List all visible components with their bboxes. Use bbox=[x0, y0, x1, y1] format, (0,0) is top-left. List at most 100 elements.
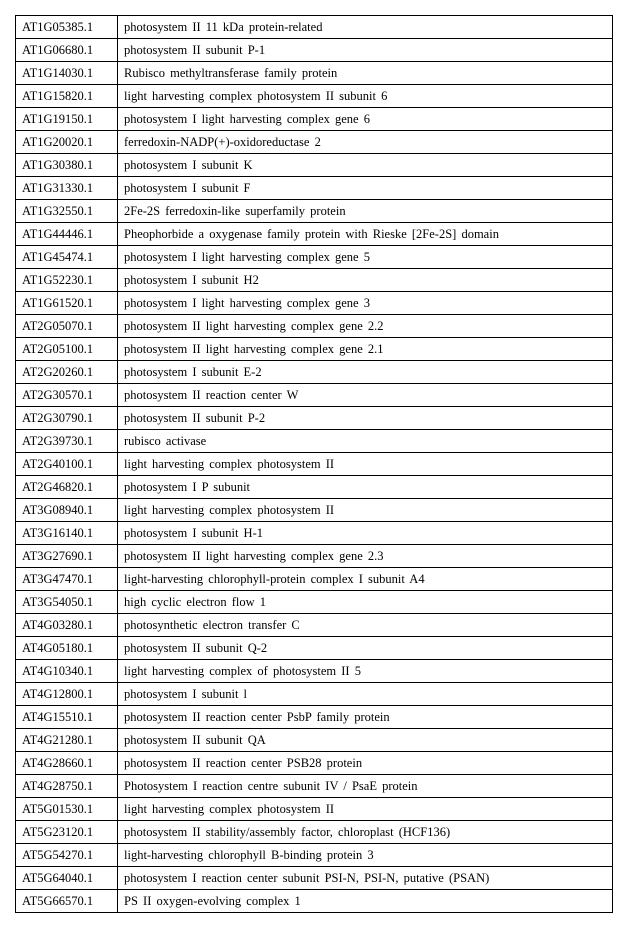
gene-desc-cell: photosystem I reaction center subunit PS… bbox=[118, 867, 613, 890]
gene-id-cell: AT1G44446.1 bbox=[16, 223, 118, 246]
gene-id-cell: AT1G30380.1 bbox=[16, 154, 118, 177]
gene-desc-cell: light-harvesting chlorophyll B-binding p… bbox=[118, 844, 613, 867]
table-row: AT5G66570.1PS II oxygen-evolving complex… bbox=[16, 890, 613, 913]
table-row: AT5G54270.1light-harvesting chlorophyll … bbox=[16, 844, 613, 867]
table-row: AT1G44446.1Pheophorbide a oxygenase fami… bbox=[16, 223, 613, 246]
gene-desc-cell: light harvesting complex of photosystem … bbox=[118, 660, 613, 683]
gene-desc-cell: photosystem I subunit K bbox=[118, 154, 613, 177]
table-row: AT2G39730.1rubisco activase bbox=[16, 430, 613, 453]
gene-id-cell: AT4G15510.1 bbox=[16, 706, 118, 729]
gene-desc-cell: light harvesting complex photosystem II … bbox=[118, 85, 613, 108]
gene-id-cell: AT1G32550.1 bbox=[16, 200, 118, 223]
gene-desc-cell: photosystem II 11 kDa protein-related bbox=[118, 16, 613, 39]
gene-id-cell: AT4G28660.1 bbox=[16, 752, 118, 775]
table-row: AT1G30380.1photosystem I subunit K bbox=[16, 154, 613, 177]
table-row: AT1G31330.1photosystem I subunit F bbox=[16, 177, 613, 200]
gene-table: AT1G05385.1photosystem II 11 kDa protein… bbox=[15, 15, 613, 913]
gene-id-cell: AT2G05100.1 bbox=[16, 338, 118, 361]
table-row: AT1G61520.1photosystem I light harvestin… bbox=[16, 292, 613, 315]
gene-desc-cell: photosynthetic electron transfer C bbox=[118, 614, 613, 637]
gene-id-cell: AT2G39730.1 bbox=[16, 430, 118, 453]
gene-id-cell: AT1G52230.1 bbox=[16, 269, 118, 292]
table-row: AT4G15510.1photosystem II reaction cente… bbox=[16, 706, 613, 729]
gene-desc-cell: photosystem I subunit H-1 bbox=[118, 522, 613, 545]
table-row: AT3G16140.1photosystem I subunit H-1 bbox=[16, 522, 613, 545]
table-row: AT1G32550.12Fe-2S ferredoxin-like superf… bbox=[16, 200, 613, 223]
gene-desc-cell: Pheophorbide a oxygenase family protein … bbox=[118, 223, 613, 246]
table-row: AT4G28660.1photosystem II reaction cente… bbox=[16, 752, 613, 775]
gene-id-cell: AT3G27690.1 bbox=[16, 545, 118, 568]
gene-id-cell: AT2G30790.1 bbox=[16, 407, 118, 430]
table-row: AT2G20260.1photosystem I subunit E-2 bbox=[16, 361, 613, 384]
gene-desc-cell: photosystem I subunit E-2 bbox=[118, 361, 613, 384]
gene-id-cell: AT1G06680.1 bbox=[16, 39, 118, 62]
gene-desc-cell: photosystem II subunit Q-2 bbox=[118, 637, 613, 660]
gene-desc-cell: ferredoxin-NADP(+)-oxidoreductase 2 bbox=[118, 131, 613, 154]
gene-id-cell: AT4G05180.1 bbox=[16, 637, 118, 660]
gene-id-cell: AT1G05385.1 bbox=[16, 16, 118, 39]
gene-desc-cell: photosystem I light harvesting complex g… bbox=[118, 108, 613, 131]
table-row: AT3G27690.1photosystem II light harvesti… bbox=[16, 545, 613, 568]
gene-id-cell: AT3G54050.1 bbox=[16, 591, 118, 614]
table-row: AT2G30790.1photosystem II subunit P-2 bbox=[16, 407, 613, 430]
gene-desc-cell: photosystem I P subunit bbox=[118, 476, 613, 499]
gene-desc-cell: light harvesting complex photosystem II bbox=[118, 499, 613, 522]
gene-desc-cell: photosystem I subunit H2 bbox=[118, 269, 613, 292]
table-row: AT3G47470.1light-harvesting chlorophyll-… bbox=[16, 568, 613, 591]
gene-desc-cell: PS II oxygen-evolving complex 1 bbox=[118, 890, 613, 913]
table-row: AT3G08940.1light harvesting complex phot… bbox=[16, 499, 613, 522]
gene-desc-cell: photosystem I light harvesting complex g… bbox=[118, 246, 613, 269]
gene-desc-cell: photosystem I subunit l bbox=[118, 683, 613, 706]
gene-id-cell: AT1G45474.1 bbox=[16, 246, 118, 269]
gene-id-cell: AT3G16140.1 bbox=[16, 522, 118, 545]
gene-desc-cell: light harvesting complex photosystem II bbox=[118, 453, 613, 476]
gene-id-cell: AT2G40100.1 bbox=[16, 453, 118, 476]
gene-id-cell: AT4G10340.1 bbox=[16, 660, 118, 683]
gene-id-cell: AT1G14030.1 bbox=[16, 62, 118, 85]
gene-id-cell: AT5G54270.1 bbox=[16, 844, 118, 867]
table-row: AT1G14030.1Rubisco methyltransferase fam… bbox=[16, 62, 613, 85]
table-row: AT4G12800.1photosystem I subunit l bbox=[16, 683, 613, 706]
table-row: AT1G20020.1ferredoxin-NADP(+)-oxidoreduc… bbox=[16, 131, 613, 154]
table-row: AT1G52230.1photosystem I subunit H2 bbox=[16, 269, 613, 292]
gene-id-cell: AT1G20020.1 bbox=[16, 131, 118, 154]
table-row: AT2G40100.1light harvesting complex phot… bbox=[16, 453, 613, 476]
table-row: AT1G45474.1photosystem I light harvestin… bbox=[16, 246, 613, 269]
gene-desc-cell: photosystem II reaction center PsbP fami… bbox=[118, 706, 613, 729]
gene-desc-cell: photosystem II subunit P-1 bbox=[118, 39, 613, 62]
table-row: AT4G28750.1Photosystem I reaction centre… bbox=[16, 775, 613, 798]
table-row: AT2G46820.1photosystem I P subunit bbox=[16, 476, 613, 499]
table-row: AT1G15820.1light harvesting complex phot… bbox=[16, 85, 613, 108]
gene-id-cell: AT2G20260.1 bbox=[16, 361, 118, 384]
gene-desc-cell: photosystem I light harvesting complex g… bbox=[118, 292, 613, 315]
gene-desc-cell: high cyclic electron flow 1 bbox=[118, 591, 613, 614]
gene-id-cell: AT1G31330.1 bbox=[16, 177, 118, 200]
table-row: AT1G05385.1photosystem II 11 kDa protein… bbox=[16, 16, 613, 39]
gene-id-cell: AT5G01530.1 bbox=[16, 798, 118, 821]
gene-desc-cell: photosystem II light harvesting complex … bbox=[118, 315, 613, 338]
gene-desc-cell: 2Fe-2S ferredoxin-like superfamily prote… bbox=[118, 200, 613, 223]
gene-id-cell: AT2G46820.1 bbox=[16, 476, 118, 499]
gene-id-cell: AT3G08940.1 bbox=[16, 499, 118, 522]
gene-desc-cell: photosystem II reaction center PSB28 pro… bbox=[118, 752, 613, 775]
gene-desc-cell: photosystem II subunit QA bbox=[118, 729, 613, 752]
gene-desc-cell: photosystem II subunit P-2 bbox=[118, 407, 613, 430]
table-row: AT1G06680.1photosystem II subunit P-1 bbox=[16, 39, 613, 62]
table-row: AT3G54050.1high cyclic electron flow 1 bbox=[16, 591, 613, 614]
table-row: AT2G05100.1photosystem II light harvesti… bbox=[16, 338, 613, 361]
gene-id-cell: AT2G30570.1 bbox=[16, 384, 118, 407]
gene-table-body: AT1G05385.1photosystem II 11 kDa protein… bbox=[16, 16, 613, 913]
gene-id-cell: AT4G28750.1 bbox=[16, 775, 118, 798]
gene-id-cell: AT4G12800.1 bbox=[16, 683, 118, 706]
table-row: AT4G05180.1photosystem II subunit Q-2 bbox=[16, 637, 613, 660]
gene-desc-cell: photosystem II light harvesting complex … bbox=[118, 338, 613, 361]
gene-id-cell: AT2G05070.1 bbox=[16, 315, 118, 338]
gene-id-cell: AT1G19150.1 bbox=[16, 108, 118, 131]
gene-desc-cell: Photosystem I reaction centre subunit IV… bbox=[118, 775, 613, 798]
gene-id-cell: AT4G21280.1 bbox=[16, 729, 118, 752]
gene-id-cell: AT5G66570.1 bbox=[16, 890, 118, 913]
gene-desc-cell: light harvesting complex photosystem II bbox=[118, 798, 613, 821]
gene-desc-cell: rubisco activase bbox=[118, 430, 613, 453]
gene-desc-cell: photosystem I subunit F bbox=[118, 177, 613, 200]
gene-id-cell: AT1G15820.1 bbox=[16, 85, 118, 108]
